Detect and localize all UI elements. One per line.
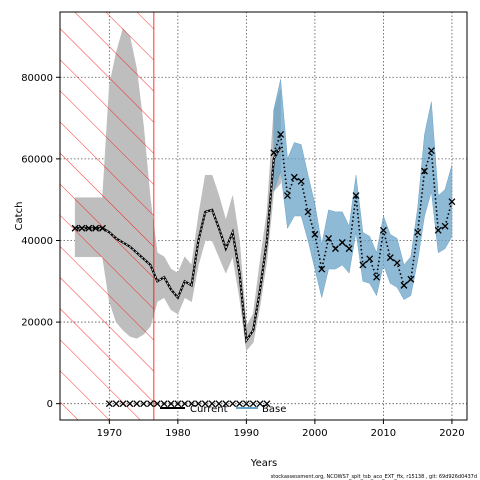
y-tick-label: 0	[47, 399, 53, 410]
data-point-marker	[78, 224, 86, 232]
data-point-marker	[263, 400, 271, 408]
data-point-marker	[133, 400, 141, 408]
data-point-marker	[407, 275, 415, 283]
data-point-marker	[345, 245, 353, 253]
data-point-marker	[126, 400, 134, 408]
data-point-marker	[249, 400, 257, 408]
data-point-marker	[181, 400, 189, 408]
data-point-marker	[105, 400, 113, 408]
data-point-marker	[318, 265, 326, 273]
data-point-marker	[441, 222, 449, 230]
y-tick-label: 80000	[21, 73, 53, 84]
data-point-marker	[359, 261, 367, 269]
data-point-marker	[427, 147, 435, 155]
y-tick-label: 20000	[21, 318, 53, 329]
data-point-marker	[92, 224, 100, 232]
y-axis-label: Catch	[14, 202, 25, 231]
data-point-marker	[112, 400, 120, 408]
data-point-marker	[386, 254, 394, 262]
data-point-marker	[297, 177, 305, 185]
x-axis-label: Years	[250, 458, 277, 469]
x-tick-label: 2020	[439, 428, 464, 439]
x-tick-label: 2000	[302, 428, 327, 439]
band-base	[273, 79, 453, 300]
data-point-marker	[153, 400, 161, 408]
axis-ticks: 1970 1980 1990 2000 2010 2020 0 20000 40000 60000…	[21, 73, 464, 439]
data-point-marker	[331, 245, 339, 253]
credit-text: stockassessment.org, NCOWS7_splt_tsb_aco…	[271, 474, 477, 480]
data-point-marker	[400, 281, 408, 289]
observed-markers	[71, 130, 456, 408]
data-point-marker	[71, 224, 79, 232]
data-point-marker	[174, 400, 182, 408]
data-point-marker	[215, 400, 223, 408]
legend: Current Base	[160, 404, 286, 415]
data-point-marker	[85, 224, 93, 232]
y-tick-label: 40000	[21, 236, 53, 247]
data-point-marker	[434, 226, 442, 234]
line-current-inner	[75, 146, 281, 342]
data-point-marker	[277, 130, 285, 138]
data-point-marker	[290, 173, 298, 181]
data-point-marker	[99, 224, 106, 232]
x-tick-label: 2010	[371, 428, 396, 439]
x-tick-label: 1990	[234, 428, 259, 439]
data-point-marker	[379, 226, 387, 234]
data-point-marker	[229, 400, 237, 408]
plot-frame	[59, 11, 468, 421]
data-point-marker	[304, 208, 312, 216]
data-point-marker	[242, 400, 250, 408]
data-point-marker	[194, 400, 202, 408]
data-point-marker	[284, 192, 291, 200]
data-point-marker	[140, 400, 148, 408]
data-point-marker	[393, 259, 401, 267]
data-point-marker	[167, 400, 175, 408]
y-tick-label: 60000	[21, 154, 53, 165]
data-point-marker	[325, 234, 333, 242]
data-point-marker	[352, 192, 360, 200]
legend-current-label: Current	[190, 404, 228, 415]
data-point-marker	[421, 167, 428, 175]
x-tick-label: 1970	[97, 428, 122, 439]
data-point-marker	[448, 198, 456, 206]
data-point-marker	[201, 400, 209, 408]
data-point-marker	[208, 400, 216, 408]
data-point-marker	[236, 400, 243, 408]
data-point-marker	[188, 400, 196, 408]
data-point-marker	[366, 255, 374, 263]
data-point-marker	[373, 273, 381, 281]
data-point-marker	[146, 400, 154, 408]
data-point-marker	[270, 149, 278, 157]
data-point-marker	[160, 400, 168, 408]
data-point-marker	[338, 239, 346, 246]
data-point-marker	[414, 228, 422, 236]
x-tick-label: 1980	[165, 428, 190, 439]
data-point-marker	[222, 400, 230, 408]
data-point-marker	[311, 230, 319, 238]
data-point-marker	[256, 400, 264, 408]
hatched-period	[59, 11, 155, 421]
data-point-marker	[119, 400, 127, 408]
legend-base-label: Base	[262, 404, 286, 415]
